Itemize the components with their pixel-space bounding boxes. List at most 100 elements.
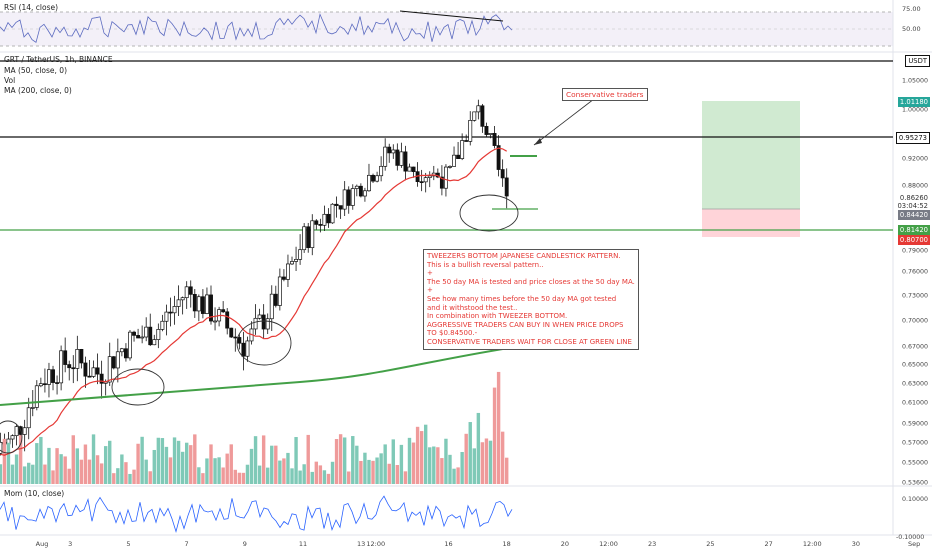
time-label-4: 9 [243, 540, 247, 548]
time-label-9: 18 [503, 540, 511, 548]
volume-bar [351, 436, 355, 484]
volume-bar [266, 467, 270, 484]
volume-bar [184, 442, 189, 484]
bear-candle [136, 335, 141, 339]
volume-bar [399, 444, 404, 484]
rsi-legend[interactable]: RSI (14, close) [4, 3, 59, 12]
volume-bar [500, 431, 505, 484]
bear-candle [504, 177, 509, 197]
bull-candle [128, 331, 132, 359]
bull-candle [180, 297, 185, 301]
bear-candle [67, 364, 72, 369]
bull-candle [375, 175, 380, 182]
bear-candle [192, 294, 197, 312]
volume-bar [83, 444, 88, 484]
bull-candle [160, 320, 165, 330]
price-tick-10: 0.73000 [902, 293, 928, 300]
volume-bar [395, 465, 400, 484]
volume-bar [379, 453, 383, 484]
conservative-traders-callout[interactable]: Conservative traders [562, 88, 648, 101]
volume-bar [460, 452, 464, 484]
volume-bar [95, 455, 100, 484]
ma200-line [0, 346, 516, 406]
bull-candle [427, 175, 432, 178]
bull-candle [140, 336, 145, 339]
volume-bar [75, 448, 80, 484]
bear-candle [229, 327, 234, 338]
bull-candle [176, 299, 181, 307]
bull-candle [164, 311, 169, 322]
volume-bar [270, 445, 274, 484]
volume-bar [39, 436, 43, 484]
bear-candle [71, 367, 76, 370]
volume-bar [168, 457, 173, 484]
volume-bar [286, 452, 290, 484]
volume-bar [436, 447, 440, 484]
bear-candle [51, 369, 55, 383]
bear-candle [338, 205, 343, 210]
target-price-tag: 1.01180 [897, 97, 930, 107]
volume-bar [55, 448, 59, 484]
time-label-6: 13 [357, 540, 365, 548]
volume-bar [274, 445, 278, 484]
volume-bar [193, 434, 197, 484]
volume-bar [484, 438, 489, 484]
volume-bar [241, 472, 246, 484]
test-circle-2 [236, 320, 292, 366]
volume-bar [480, 442, 485, 484]
callout-arrow-line [533, 98, 595, 146]
volume-bar [148, 471, 152, 484]
time-label-16: 30 [852, 540, 860, 548]
bull-candle [407, 166, 412, 172]
volume-bar [209, 444, 213, 484]
momentum-legend[interactable]: Mom (10, close) [4, 489, 65, 498]
volume-bar [310, 471, 314, 484]
ma200-legend[interactable]: MA (200, close, 0) [4, 86, 72, 95]
green-line-price-tag: 0.81420 [897, 225, 930, 235]
bear-candle [200, 296, 205, 314]
bull-candle [342, 189, 347, 210]
volume-bar [172, 437, 177, 484]
bear-candle [500, 169, 505, 179]
bull-candle [14, 426, 19, 437]
candles-group [0, 99, 509, 456]
stop-zone [702, 209, 800, 237]
volume-bar [221, 467, 225, 484]
time-label-1: 3 [68, 540, 72, 548]
volume-bar [359, 460, 363, 484]
bear-candle [456, 154, 461, 159]
bull-candle [30, 407, 35, 409]
volume-bar [91, 434, 96, 484]
volume-bar [432, 446, 436, 484]
volume-bar [448, 454, 452, 484]
volume-bar [419, 431, 424, 484]
bull-candle [443, 166, 448, 189]
bear-candle [261, 314, 266, 330]
volume-bar [282, 458, 286, 484]
volume-bar [375, 457, 379, 484]
volume-bar [10, 464, 15, 484]
bull-candle [468, 120, 473, 142]
bull-candle [476, 105, 481, 113]
bull-candle [59, 350, 64, 384]
bear-candle [314, 220, 319, 225]
rsi-tick-75: 75.00 [902, 5, 921, 13]
volume-bar [472, 448, 476, 484]
bull-candle [383, 146, 388, 167]
bear-candle [83, 362, 88, 377]
bear-candle [326, 213, 331, 224]
volume-bar [205, 458, 209, 484]
volume-bar [164, 446, 169, 484]
price-tick-19: 0.53600 [902, 480, 928, 487]
test-circle-3 [0, 420, 23, 454]
ma50-legend[interactable]: MA (50, close, 0) [4, 66, 68, 75]
volume-bar [302, 464, 306, 484]
volume-bar [22, 466, 27, 484]
price-tick-16: 0.59000 [902, 421, 928, 428]
volume-bar [428, 447, 432, 484]
volume-legend[interactable]: Vol [4, 76, 16, 85]
volume-bar [440, 458, 444, 484]
analysis-note[interactable]: TWEEZERS BOTTOM JAPANESE CANDLESTICK PAT… [423, 249, 639, 350]
